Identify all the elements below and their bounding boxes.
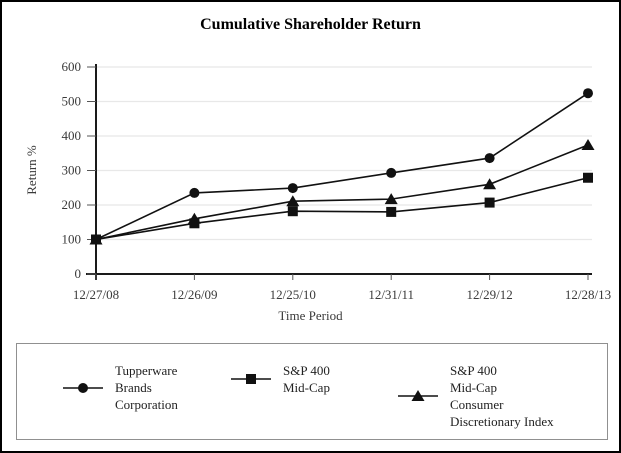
data-point — [287, 183, 298, 194]
y-tick-label: 200 — [62, 197, 82, 212]
y-tick-label: 400 — [62, 128, 82, 143]
y-tick-label: 500 — [62, 94, 82, 109]
chart-title: Cumulative Shareholder Return — [200, 16, 421, 33]
y-tick-label: 300 — [62, 163, 82, 178]
circle-marker-icon — [63, 382, 103, 393]
data-point — [583, 88, 593, 99]
x-tick-label: 12/26/09 — [171, 287, 217, 302]
data-point — [189, 218, 200, 229]
line-chart: 0 100 200 300 400 500 600 12/27/08 12/26/09 12/25… — [24, 59, 611, 302]
x-tick-label: 12/29/12 — [466, 287, 512, 302]
y-tick-label: 100 — [62, 232, 82, 247]
legend-entry-tupperware-brands: Tupperware Brands Corporation — [63, 362, 178, 413]
data-point — [189, 187, 200, 198]
data-point — [386, 167, 397, 178]
data-point — [384, 193, 398, 205]
data-point — [484, 197, 495, 208]
y-axis-title: Return % — [24, 145, 39, 195]
y-tick-label: 600 — [62, 59, 82, 74]
legend-entry-sp400-midcap-consumer-discretionary: S&P 400 Mid-Cap Consumer Discretionary I… — [398, 362, 554, 430]
data-point — [287, 206, 298, 217]
legend-label: Tupperware Brands Corporation — [115, 363, 178, 412]
x-tick-label: 12/31/11 — [368, 287, 414, 302]
data-point — [483, 178, 497, 190]
data-point — [484, 153, 495, 164]
square-marker-icon — [231, 374, 271, 384]
x-tick-label: 12/28/13 — [565, 287, 611, 302]
series-line — [95, 144, 589, 241]
data-point — [583, 172, 593, 183]
data-point — [286, 195, 300, 207]
triangle-glyph — [411, 390, 425, 401]
series-line — [95, 92, 589, 241]
data-point — [91, 234, 101, 245]
legend-label: S&P 400 Mid-Cap Consumer Discretionary I… — [450, 363, 554, 429]
legend-entry-sp400-midcap: S&P 400 Mid-Cap — [231, 362, 330, 396]
x-tick-label: 12/27/08 — [73, 287, 119, 302]
circle-glyph — [78, 382, 88, 393]
triangle-marker-icon — [398, 390, 438, 401]
x-tick-label: 12/25/10 — [270, 287, 316, 302]
data-point — [581, 138, 595, 150]
legend: Tupperware Brands Corporation S&P 400 Mi… — [16, 343, 608, 440]
series-line — [95, 176, 589, 241]
square-glyph — [246, 374, 256, 384]
x-axis-title: Time Period — [278, 308, 343, 323]
data-point — [386, 206, 397, 217]
legend-label: S&P 400 Mid-Cap — [283, 363, 330, 395]
y-tick-label: 0 — [75, 266, 82, 281]
